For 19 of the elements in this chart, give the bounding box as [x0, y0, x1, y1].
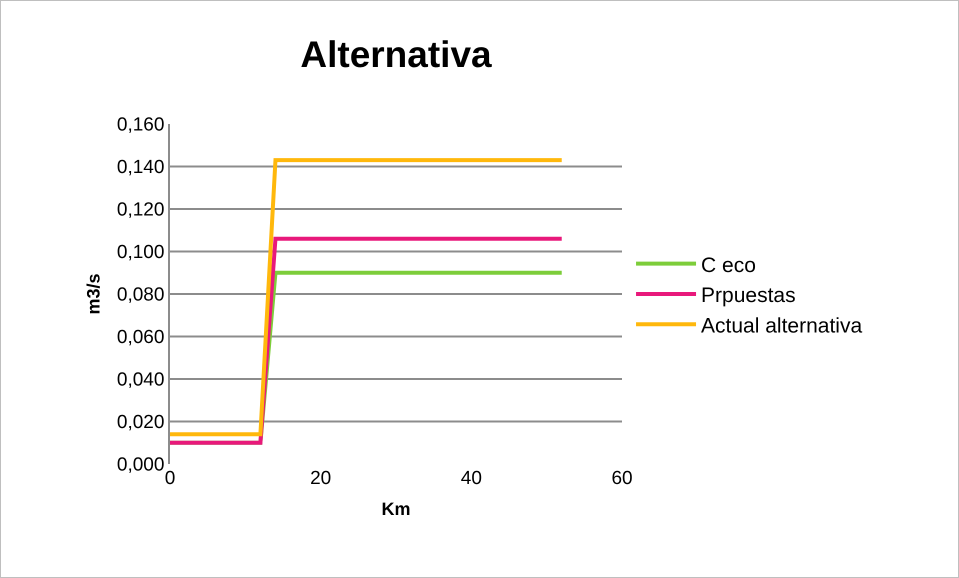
chart-title: Alternativa — [300, 34, 492, 76]
y-tick-label: 0,160 — [116, 114, 164, 136]
legend-label: C eco — [701, 254, 756, 277]
x-axis-title: Km — [381, 499, 411, 520]
x-tick-label: 60 — [611, 468, 633, 489]
legend-label: Actual alternativa — [701, 314, 862, 338]
x-tick-label: 40 — [460, 468, 482, 489]
y-tick-label: 0,080 — [116, 284, 164, 306]
y-tick-label: 0,020 — [116, 412, 164, 434]
x-tick-label: 0 — [164, 468, 176, 489]
y-axis-title: m3/s — [84, 273, 104, 315]
y-tick-label: 0,000 — [116, 454, 164, 476]
y-tick-label: 0,120 — [116, 200, 164, 221]
x-tick-label: 20 — [310, 468, 332, 489]
y-tick-label: 0,140 — [116, 157, 164, 178]
y-tick-label: 0,040 — [116, 370, 164, 391]
y-tick-label: 0,100 — [116, 242, 164, 264]
legend-label: Prpuestas — [701, 284, 796, 308]
y-tick-label: 0,060 — [116, 327, 164, 348]
